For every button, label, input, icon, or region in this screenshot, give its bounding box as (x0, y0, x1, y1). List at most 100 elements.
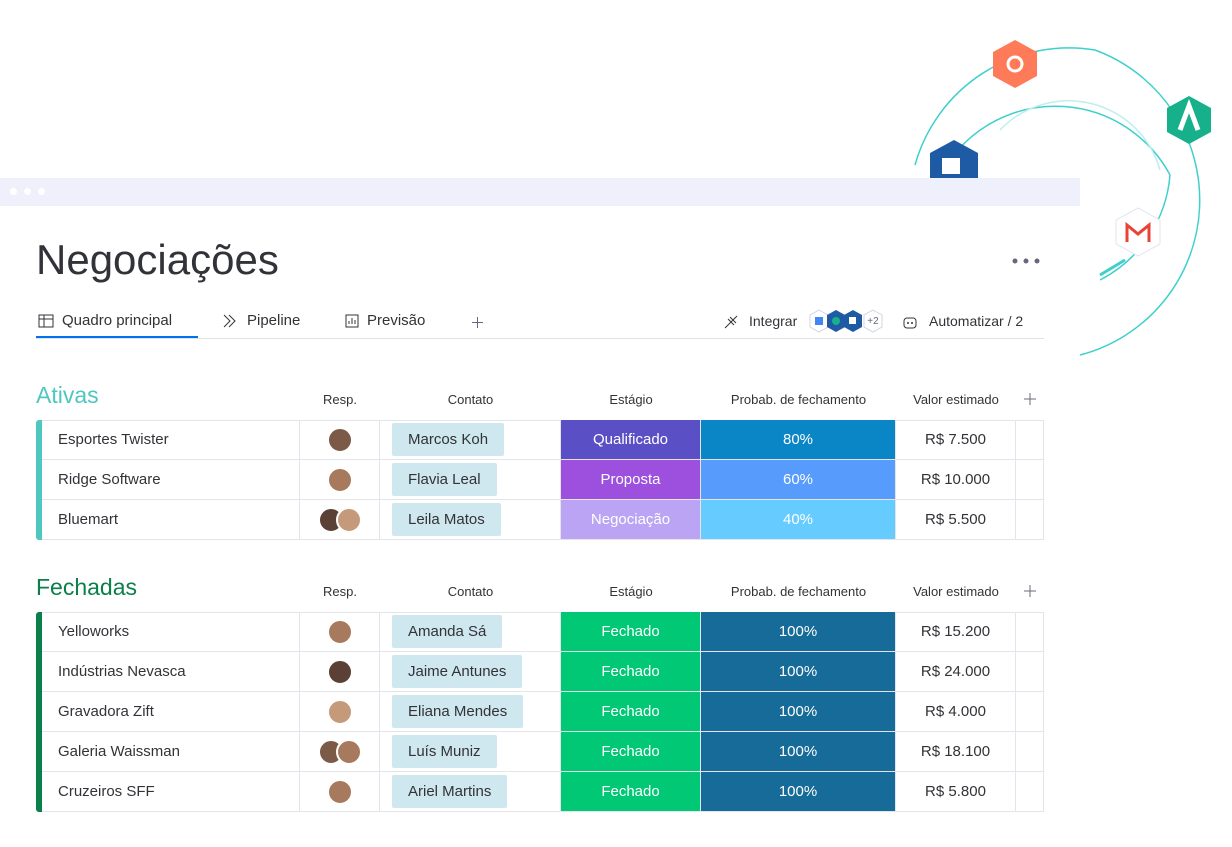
empty-cell (1016, 612, 1044, 652)
stage-cell[interactable]: Fechado (561, 772, 701, 812)
contact-cell: Eliana Mendes (380, 692, 561, 732)
owner-cell (300, 460, 380, 500)
column-header: Estágio (609, 584, 653, 599)
empty-cell (1016, 420, 1044, 460)
column-header: Resp. (323, 584, 357, 599)
integration-icons (809, 309, 883, 333)
add-tab[interactable] (472, 317, 483, 328)
contact-cell: Amanda Sá (380, 612, 561, 652)
avatar (335, 506, 362, 533)
value-cell: R$ 18.100 (896, 732, 1016, 772)
owner-cell (300, 652, 380, 692)
owner-cell (300, 500, 380, 540)
item-name: Cruzeiros SFF (42, 772, 300, 812)
stage-cell[interactable]: Fechado (561, 732, 701, 772)
stage-cell[interactable]: Fechado (561, 692, 701, 732)
probability-cell: 100% (701, 612, 896, 652)
owner-cell (300, 772, 380, 812)
column-header: Probab. de fechamento (730, 392, 867, 407)
stage-cell[interactable]: Negociação (561, 500, 701, 540)
probability-cell: 80% (701, 420, 896, 460)
divider (36, 338, 1044, 339)
contact-chip[interactable]: Marcos Koh (392, 423, 505, 456)
automate-button[interactable]: Automatizar / 2 (929, 313, 1024, 329)
contact-cell: Leila Matos (380, 500, 561, 540)
contact-cell: Marcos Koh (380, 420, 561, 460)
value-cell: R$ 15.200 (896, 612, 1016, 652)
stage-cell[interactable]: Proposta (561, 460, 701, 500)
add-column[interactable] (1024, 392, 1036, 405)
stage-cell[interactable]: Qualificado (561, 420, 701, 460)
item-name: Bluemart (42, 500, 300, 540)
empty-cell (1016, 500, 1044, 540)
probability-cell: 60% (701, 460, 896, 500)
avatar (326, 778, 353, 805)
integrate-button[interactable]: Integrar (749, 313, 798, 329)
group-title: Ativas (36, 382, 99, 408)
value-cell: R$ 7.500 (896, 420, 1016, 460)
item-name: Yelloworks (42, 612, 300, 652)
contact-cell: Jaime Antunes (380, 652, 561, 692)
contact-chip[interactable]: Eliana Mendes (392, 695, 524, 728)
avatar (326, 658, 353, 685)
value-cell: R$ 10.000 (896, 460, 1016, 500)
tab-label: Previsão (367, 312, 426, 329)
stage-cell[interactable]: Fechado (561, 612, 701, 652)
value-cell: R$ 5.800 (896, 772, 1016, 812)
owner-cell (300, 692, 380, 732)
owner-cell (300, 732, 380, 772)
group-title: Fechadas (36, 574, 138, 600)
empty-cell (1016, 732, 1044, 772)
integrate-icon (724, 315, 738, 329)
column-header: Valor estimado (913, 392, 999, 407)
item-name: Indústrias Nevasca (42, 652, 300, 692)
tab[interactable]: Quadro principal (38, 312, 172, 329)
tab[interactable]: Pipeline (223, 312, 300, 329)
stage-cell[interactable]: Fechado (561, 652, 701, 692)
value-cell: R$ 4.000 (896, 692, 1016, 732)
item-name: Esportes Twister (42, 420, 300, 460)
contact-chip[interactable]: Flavia Leal (392, 463, 497, 496)
empty-cell (1016, 772, 1044, 812)
empty-cell (1016, 460, 1044, 500)
tab[interactable]: Previsão (345, 312, 425, 329)
avatar (335, 738, 362, 765)
probability-cell: 100% (701, 652, 896, 692)
contact-cell: Flavia Leal (380, 460, 561, 500)
item-name: Gravadora Zift (42, 692, 300, 732)
contact-chip[interactable]: Jaime Antunes (392, 655, 523, 688)
avatar (326, 618, 353, 645)
page-title: Negociações (36, 236, 279, 283)
integration-count: +2 (867, 316, 879, 327)
automate-icon (903, 317, 917, 329)
contact-cell: Ariel Martins (380, 772, 561, 812)
item-name: Ridge Software (42, 460, 300, 500)
probability-cell: 100% (701, 732, 896, 772)
contact-cell: Luís Muniz (380, 732, 561, 772)
group-accent (36, 420, 42, 540)
empty-cell (1016, 692, 1044, 732)
contact-chip[interactable]: Amanda Sá (392, 615, 503, 648)
table-top-border (42, 612, 1044, 613)
column-header: Contato (447, 584, 494, 599)
column-header: Resp. (323, 392, 357, 407)
avatar (326, 698, 353, 725)
more-menu[interactable] (1010, 256, 1044, 266)
owner-cell (300, 420, 380, 460)
active-tab-indicator (36, 336, 198, 338)
value-cell: R$ 24.000 (896, 652, 1016, 692)
column-header: Estágio (609, 392, 653, 407)
contact-chip[interactable]: Luís Muniz (392, 735, 497, 768)
add-column[interactable] (1024, 584, 1036, 597)
probability-cell: 100% (701, 692, 896, 732)
avatar (326, 426, 353, 453)
avatar (326, 466, 353, 493)
column-header: Probab. de fechamento (730, 584, 867, 599)
contact-chip[interactable]: Leila Matos (392, 503, 501, 536)
group-accent (36, 612, 42, 812)
contact-chip[interactable]: Ariel Martins (392, 775, 508, 808)
table-top-border (42, 420, 1044, 421)
item-name: Galeria Waissman (42, 732, 300, 772)
